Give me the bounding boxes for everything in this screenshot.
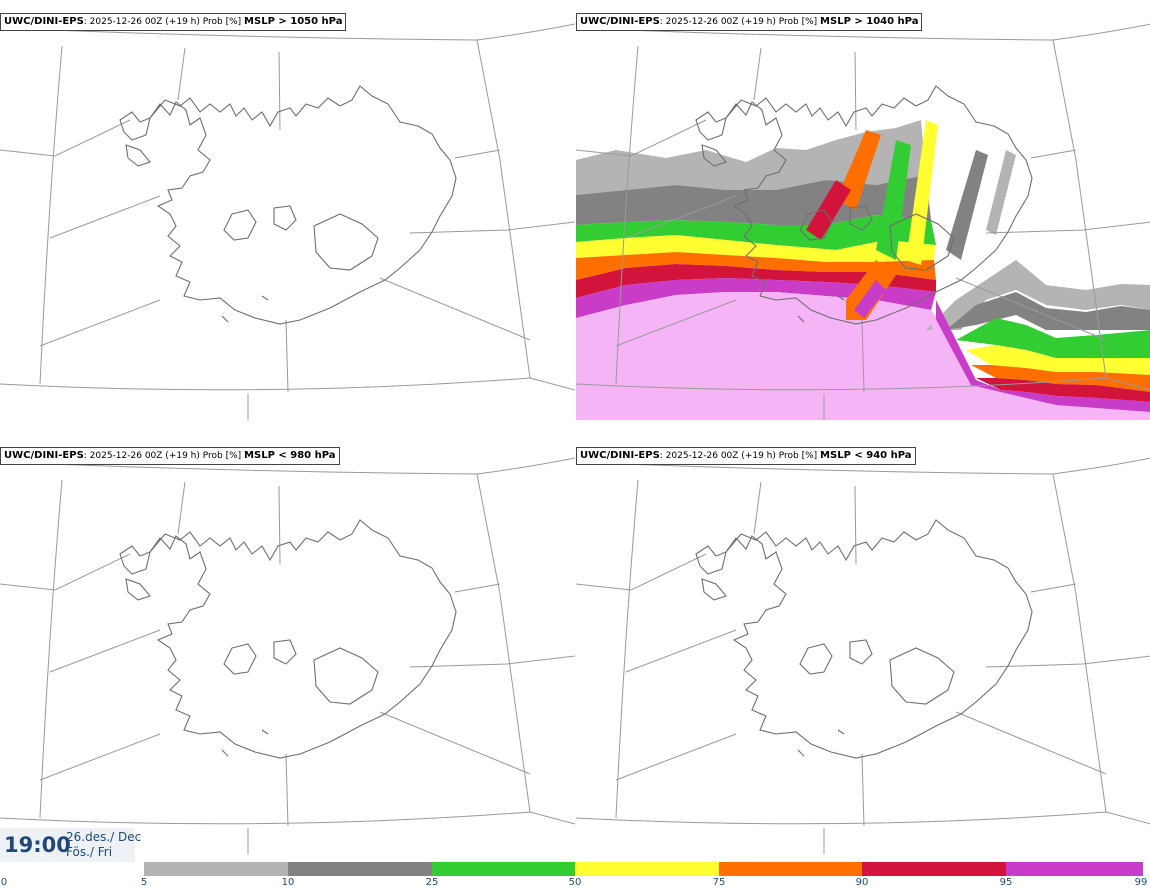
colorbar-segment [144,862,288,876]
probability-field [576,120,1150,420]
map-canvas [0,23,575,420]
colorbar-segment [862,862,1006,876]
map-panel-980: UWC/DINI-EPS: 2025-12-26 00Z (+19 h) Pro… [0,434,575,854]
map-canvas [576,457,1150,854]
colorbar-segment [719,862,862,876]
colorbar-segment [0,862,144,876]
colorbar-segment [575,862,719,876]
valid-date: 26.des./ Dec Fös./ Fri [66,830,141,860]
valid-date-line1: 26.des./ Dec [66,830,142,844]
colorbar-tick-label: 99 [1134,877,1148,888]
panel-title: UWC/DINI-EPS: 2025-12-26 00Z (+19 h) Pro… [0,447,340,465]
colorbar-segment [1006,862,1143,876]
colorbar-tick-label: 0 [0,877,8,888]
map-canvas [576,23,1150,420]
colorbar-tick-label: 5 [140,877,148,888]
colorbar-segment [432,862,575,876]
valid-date-line2: Fös./ Fri [66,845,113,859]
valid-time-box [0,828,135,863]
panel-title: UWC/DINI-EPS: 2025-12-26 00Z (+19 h) Pro… [0,13,347,31]
colorbar-segment [288,862,432,876]
map-panel-940: UWC/DINI-EPS: 2025-12-26 00Z (+19 h) Pro… [576,434,1150,854]
panel-title: UWC/DINI-EPS: 2025-12-26 00Z (+19 h) Pro… [576,447,916,465]
colorbar-tick-label: 10 [281,877,295,888]
valid-time: 19:00 [4,833,71,857]
colorbar-tick-label: 95 [999,877,1013,888]
colorbar-tick-label: 25 [425,877,439,888]
colorbar-tick-label: 90 [855,877,869,888]
colorbar-tick-label: 75 [712,877,726,888]
map-panel-1050: UWC/DINI-EPS: 2025-12-26 00Z (+19 h) Pro… [0,0,575,420]
map-canvas [0,457,575,854]
map-panel-1040: UWC/DINI-EPS: 2025-12-26 00Z (+19 h) Pro… [576,0,1150,420]
panel-title: UWC/DINI-EPS: 2025-12-26 00Z (+19 h) Pro… [576,13,923,31]
colorbar-tick-label: 50 [568,877,582,888]
